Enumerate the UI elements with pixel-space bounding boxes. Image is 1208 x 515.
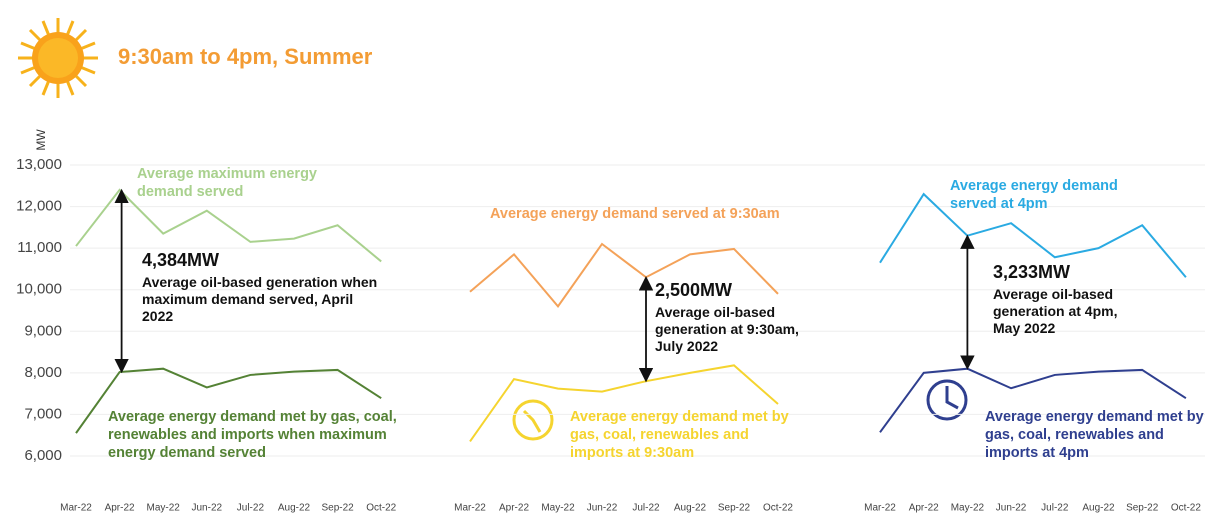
x-tick-label: Sep-22 bbox=[1126, 503, 1159, 514]
x-tick-label: Sep-22 bbox=[321, 503, 354, 514]
y-tick-label: 13,000 bbox=[16, 156, 62, 173]
annotation-value: 4,384MW bbox=[142, 250, 220, 270]
x-tick-label: May-22 bbox=[951, 503, 985, 514]
x-tick-label: Jun-22 bbox=[996, 503, 1027, 514]
x-tick-label: Oct-22 bbox=[366, 503, 396, 514]
series-line bbox=[469, 242, 779, 308]
x-tick-label: Jul-22 bbox=[632, 503, 660, 514]
series-line bbox=[879, 192, 1187, 278]
y-tick-label: 8,000 bbox=[24, 364, 62, 381]
x-tick-label: Sep-22 bbox=[718, 503, 751, 514]
x-tick-label: Jul-22 bbox=[1041, 503, 1069, 514]
series-label: Average energy demand met by gas, coal, … bbox=[108, 409, 397, 461]
x-tick-label: Mar-22 bbox=[60, 503, 92, 514]
x-tick-label: Mar-22 bbox=[454, 503, 486, 514]
x-tick-label: Apr-22 bbox=[105, 503, 135, 514]
x-tick-label: Jun-22 bbox=[192, 503, 223, 514]
x-tick-label: Aug-22 bbox=[1082, 503, 1115, 514]
y-axis-label: MW bbox=[34, 129, 48, 151]
series-label: Average energy demand served at 4pm bbox=[950, 178, 1118, 212]
y-tick-label: 7,000 bbox=[24, 405, 62, 422]
x-tick-label: Mar-22 bbox=[864, 503, 896, 514]
x-tick-label: May-22 bbox=[147, 503, 181, 514]
x-tick-label: Apr-22 bbox=[909, 503, 939, 514]
x-tick-label: Jul-22 bbox=[237, 503, 265, 514]
clock-icon bbox=[512, 399, 554, 441]
y-tick-label: 10,000 bbox=[16, 281, 62, 298]
x-tick-label: Aug-22 bbox=[278, 503, 311, 514]
annotation-text: Average oil-based generation when maximu… bbox=[142, 274, 378, 324]
x-tick-label: Jun-22 bbox=[587, 503, 618, 514]
annotation-value: 2,500MW bbox=[655, 280, 733, 300]
series-label: Average energy demand met by gas, coal, … bbox=[985, 409, 1204, 461]
clock-icon bbox=[926, 379, 968, 421]
title: 9:30am to 4pm, Summer bbox=[118, 44, 373, 69]
sun-icon bbox=[18, 18, 98, 98]
series-label: Average energy demand served at 9:30am bbox=[490, 206, 780, 222]
x-tick-label: Apr-22 bbox=[499, 503, 529, 514]
x-tick-label: Oct-22 bbox=[1171, 503, 1201, 514]
series-line bbox=[469, 364, 779, 443]
x-tick-label: Oct-22 bbox=[763, 503, 793, 514]
annotation-text: Average oil-based generation at 9:30am, … bbox=[655, 304, 799, 354]
series-label: Average energy demand met by gas, coal, … bbox=[570, 409, 789, 461]
y-tick-label: 6,000 bbox=[24, 447, 62, 464]
x-tick-label: May-22 bbox=[541, 503, 575, 514]
y-tick-label: 9,000 bbox=[24, 322, 62, 339]
series-line bbox=[879, 367, 1187, 433]
annotation-text: Average oil-based generation at 4pm, May… bbox=[993, 286, 1118, 336]
y-tick-label: 11,000 bbox=[17, 239, 62, 256]
series-label: Average maximum energy demand served bbox=[137, 166, 317, 200]
x-tick-label: Aug-22 bbox=[674, 503, 707, 514]
y-tick-label: 12,000 bbox=[16, 198, 62, 215]
annotation-value: 3,233MW bbox=[993, 262, 1071, 282]
